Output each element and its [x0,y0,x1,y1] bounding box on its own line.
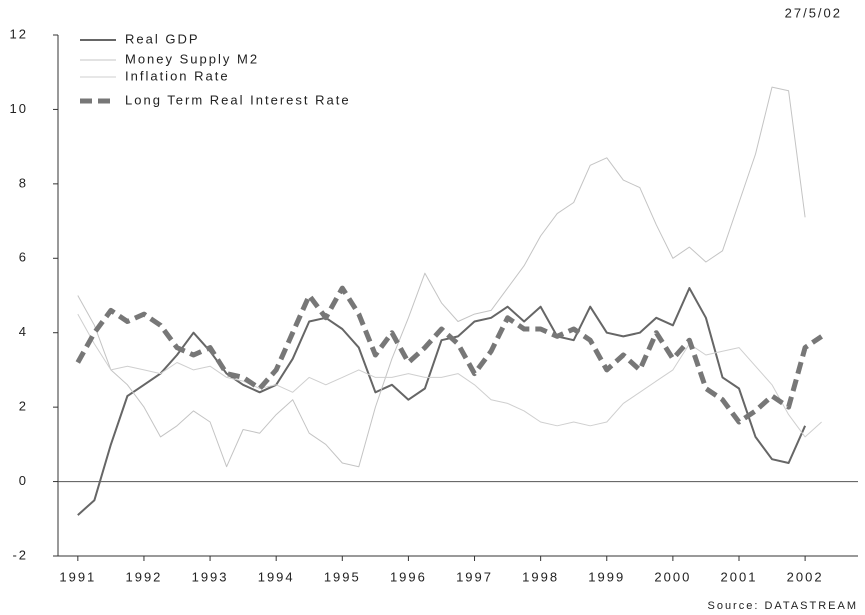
y-tick-label: 6 [19,250,28,265]
y-tick-label: -2 [12,547,28,562]
series-line [75,285,824,425]
x-tick-label: 1992 [125,569,162,584]
x-tick-label: 2001 [721,569,758,584]
y-tick-label: 2 [19,399,28,414]
x-tick-label: 2000 [654,569,691,584]
legend-label: Real GDP [125,31,200,46]
x-tick-label: 1991 [59,569,96,584]
y-tick-label: 0 [19,473,28,488]
x-tick-label: 1995 [324,569,361,584]
series-line [77,313,822,438]
legend-label: Inflation Rate [125,68,230,83]
x-tick-label: 1993 [192,569,229,584]
series-line [77,287,807,516]
date-label: 27/5/02 [785,5,842,20]
x-tick-label: 1999 [588,569,625,584]
legend-label: Money Supply M2 [125,51,259,66]
x-tick-label: 1998 [522,569,559,584]
x-tick-label: 1994 [258,569,295,584]
y-tick-label: 10 [10,101,28,116]
x-tick-label: 1996 [390,569,427,584]
y-tick-label: 12 [10,26,28,41]
y-tick-label: 4 [19,324,28,339]
x-tick-label: 1997 [456,569,493,584]
y-tick-label: 8 [19,175,28,190]
source-label: Source: DATASTREAM [707,600,858,612]
x-tick-label: 2002 [787,569,824,584]
series-line [77,86,806,468]
legend-label: Long Term Real Interest Rate [125,92,351,107]
